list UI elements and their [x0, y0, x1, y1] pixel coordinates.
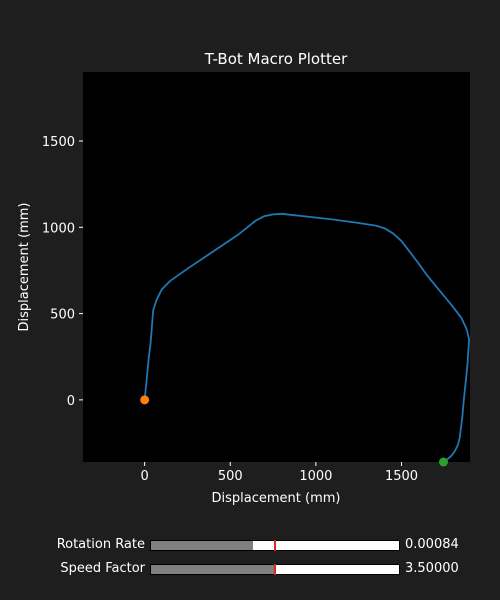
- rotation-rate-slider-row: Rotation Rate 0.00084: [0, 537, 500, 555]
- start-point-marker: [140, 395, 150, 405]
- rotation-rate-value: 0.00084: [405, 537, 459, 552]
- x-tick-label: 1000: [299, 469, 332, 484]
- plot-figure: T-Bot Macro Plotter 0 500 1000 1500 0 500 100…: [17, 50, 470, 506]
- chart-title: T-Bot Macro Plotter: [204, 50, 348, 68]
- y-tick-label: 1000: [42, 221, 75, 236]
- speed-factor-value: 3.50000: [405, 561, 459, 576]
- trajectory-line: [143, 212, 470, 462]
- x-tick-label: 500: [218, 469, 243, 484]
- y-tick-label: 500: [50, 308, 75, 323]
- speed-factor-slider-fill: [151, 565, 275, 574]
- speed-factor-label: Speed Factor: [60, 561, 145, 576]
- y-axis-label: Displacement (mm): [17, 203, 32, 332]
- plot-area: [83, 72, 470, 462]
- rotation-rate-initial-marker: [274, 540, 276, 551]
- speed-factor-initial-marker: [274, 564, 276, 575]
- x-tick-label: 0: [141, 469, 149, 484]
- y-tick-label: 1500: [42, 135, 75, 150]
- x-tick-label: 1500: [385, 469, 418, 484]
- speed-factor-slider[interactable]: [150, 564, 400, 575]
- end-point-marker: [438, 457, 448, 467]
- rotation-rate-label: Rotation Rate: [56, 537, 145, 552]
- rotation-rate-slider[interactable]: [150, 540, 400, 551]
- speed-factor-slider-row: Speed Factor 3.50000: [0, 561, 500, 579]
- rotation-rate-slider-fill: [151, 541, 253, 550]
- y-tick-label: 0: [67, 394, 75, 409]
- x-axis-label: Displacement (mm): [212, 491, 341, 506]
- y-axis-ticks: 0 500 1000 1500: [42, 135, 83, 409]
- x-axis-ticks: 0 500 1000 1500: [141, 462, 418, 484]
- series-layer: [140, 212, 470, 467]
